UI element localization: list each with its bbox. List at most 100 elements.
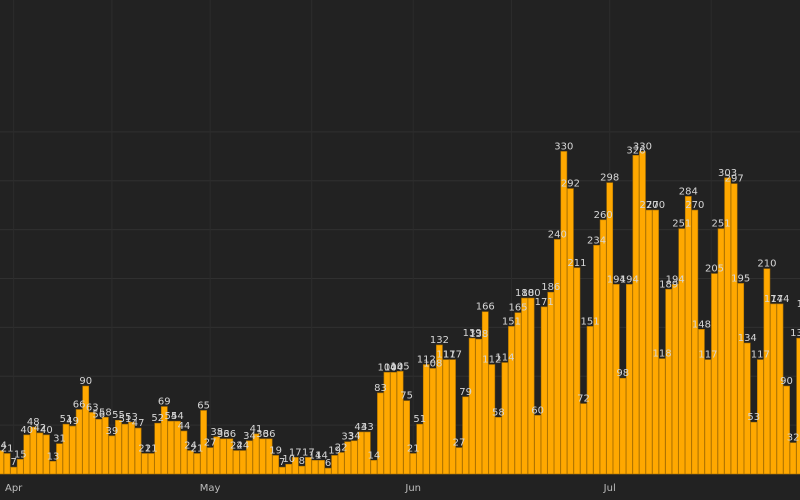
bar bbox=[475, 338, 483, 475]
bar bbox=[612, 284, 620, 475]
bar bbox=[750, 421, 758, 475]
data-label: 169 bbox=[797, 299, 800, 310]
data-label: 270 bbox=[685, 200, 704, 211]
bar bbox=[357, 431, 365, 475]
bar bbox=[344, 441, 352, 475]
data-label: 14 bbox=[309, 450, 322, 461]
bar bbox=[436, 344, 443, 475]
data-label: 151 bbox=[581, 316, 600, 327]
bar bbox=[219, 438, 227, 475]
data-label: 31 bbox=[53, 434, 66, 445]
data-label: 326 bbox=[626, 145, 645, 156]
bar bbox=[416, 423, 424, 475]
bar bbox=[639, 151, 646, 475]
bar bbox=[652, 209, 659, 475]
bar bbox=[337, 452, 345, 475]
bar bbox=[711, 273, 718, 475]
data-label: 105 bbox=[391, 361, 410, 372]
data-label: 27 bbox=[204, 438, 217, 449]
bar bbox=[737, 283, 745, 475]
bar bbox=[521, 297, 528, 475]
data-label: 330 bbox=[633, 141, 652, 152]
bar bbox=[291, 457, 299, 475]
bar bbox=[763, 268, 771, 475]
bar bbox=[318, 460, 325, 475]
bar bbox=[62, 423, 70, 475]
bar bbox=[429, 368, 437, 475]
data-label: 17 bbox=[302, 447, 315, 458]
bar bbox=[154, 422, 162, 475]
bar bbox=[691, 209, 699, 475]
data-label: 36 bbox=[217, 429, 230, 440]
bar bbox=[632, 155, 640, 475]
data-label: 32 bbox=[787, 433, 800, 444]
bar bbox=[160, 406, 168, 475]
bar bbox=[278, 466, 286, 475]
bar bbox=[567, 188, 574, 475]
bars bbox=[0, 151, 800, 475]
data-label: 52 bbox=[151, 413, 164, 424]
data-label: 210 bbox=[757, 259, 776, 270]
data-label: 13 bbox=[47, 451, 60, 462]
bar bbox=[36, 432, 44, 475]
data-label: 54 bbox=[164, 411, 177, 422]
data-label: 79 bbox=[459, 387, 472, 398]
data-label: 112 bbox=[482, 355, 501, 366]
bar bbox=[468, 337, 476, 475]
bar bbox=[422, 364, 430, 475]
bar bbox=[678, 228, 686, 475]
bar bbox=[455, 447, 463, 475]
data-label: 114 bbox=[495, 353, 514, 364]
bar bbox=[783, 385, 790, 475]
bar bbox=[246, 440, 253, 475]
data-label: 65 bbox=[197, 400, 210, 411]
data-label: 51 bbox=[119, 414, 132, 425]
bar bbox=[56, 443, 63, 475]
data-label: 118 bbox=[653, 349, 672, 360]
bar bbox=[625, 284, 633, 475]
bar bbox=[363, 431, 371, 475]
bar bbox=[409, 453, 417, 475]
data-label: 195 bbox=[731, 273, 750, 284]
bar bbox=[226, 438, 234, 475]
bar bbox=[796, 337, 800, 475]
bar bbox=[573, 267, 581, 475]
data-label: 47 bbox=[132, 418, 145, 429]
bar bbox=[167, 420, 175, 475]
data-label: 117 bbox=[443, 350, 462, 361]
data-label: 165 bbox=[508, 303, 527, 314]
bar bbox=[370, 460, 378, 475]
bar bbox=[383, 372, 391, 475]
bar bbox=[593, 244, 600, 475]
bar bbox=[285, 463, 293, 475]
data-label: 19 bbox=[269, 445, 282, 456]
data-label: 40 bbox=[20, 425, 33, 436]
bar bbox=[324, 467, 332, 475]
x-axis: AprMayJunJulAug bbox=[5, 483, 616, 494]
x-tick-label: May bbox=[200, 483, 221, 494]
bar bbox=[704, 359, 712, 475]
data-label: 134 bbox=[738, 333, 757, 344]
bar bbox=[200, 410, 207, 475]
data-label: 27 bbox=[453, 438, 466, 449]
bar bbox=[331, 455, 338, 475]
bar bbox=[547, 291, 555, 475]
data-label: 174 bbox=[770, 294, 789, 305]
bar bbox=[481, 311, 489, 475]
data-label: 189 bbox=[659, 279, 678, 290]
bar bbox=[665, 288, 672, 475]
data-label: 24 bbox=[237, 441, 250, 452]
bar bbox=[23, 434, 31, 475]
data-label: 104 bbox=[377, 362, 396, 373]
bar bbox=[449, 359, 456, 475]
data-label: 251 bbox=[672, 219, 691, 230]
data-label: 36 bbox=[256, 429, 269, 440]
data-label: 171 bbox=[535, 297, 554, 308]
data-label: 63 bbox=[86, 402, 99, 413]
data-label: 98 bbox=[616, 368, 629, 379]
bar bbox=[187, 450, 194, 475]
data-label: 75 bbox=[400, 391, 413, 402]
data-label: 174 bbox=[764, 294, 783, 305]
bar bbox=[43, 434, 50, 475]
bar bbox=[514, 312, 522, 475]
